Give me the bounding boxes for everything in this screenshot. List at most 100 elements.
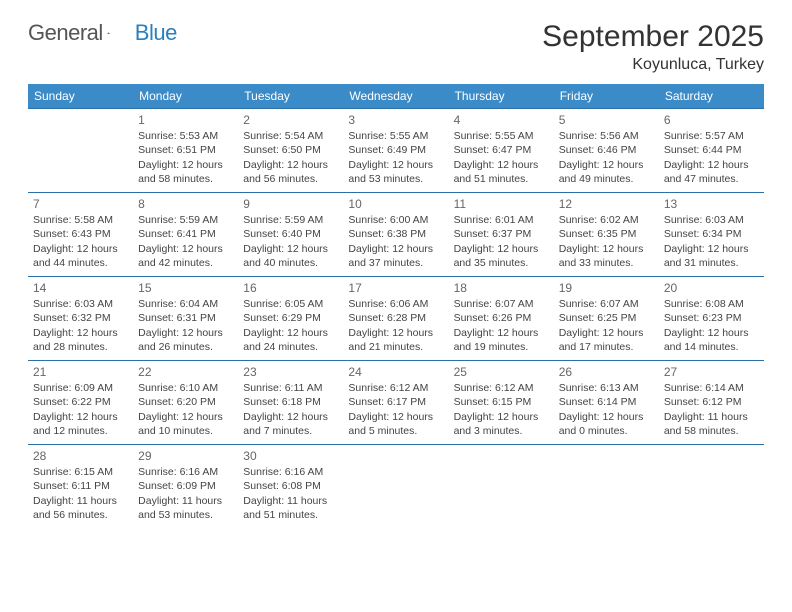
sunset-text: Sunset: 6:22 PM (33, 395, 128, 409)
calendar-cell: 10Sunrise: 6:00 AMSunset: 6:38 PMDayligh… (343, 193, 448, 277)
sunrise-text: Sunrise: 6:10 AM (138, 381, 233, 395)
sunrise-text: Sunrise: 6:13 AM (559, 381, 654, 395)
sunset-text: Sunset: 6:44 PM (664, 143, 759, 157)
calendar-week-row: 1Sunrise: 5:53 AMSunset: 6:51 PMDaylight… (28, 109, 764, 193)
daylight-text: Daylight: 12 hours and 53 minutes. (348, 158, 443, 186)
sunrise-text: Sunrise: 6:00 AM (348, 213, 443, 227)
calendar-cell: 3Sunrise: 5:55 AMSunset: 6:49 PMDaylight… (343, 109, 448, 193)
sunrise-text: Sunrise: 6:09 AM (33, 381, 128, 395)
daylight-text: Daylight: 12 hours and 51 minutes. (454, 158, 549, 186)
day-number: 25 (454, 364, 549, 380)
calendar-cell: 24Sunrise: 6:12 AMSunset: 6:17 PMDayligh… (343, 361, 448, 445)
calendar-cell: 2Sunrise: 5:54 AMSunset: 6:50 PMDaylight… (238, 109, 343, 193)
sunrise-text: Sunrise: 6:12 AM (454, 381, 549, 395)
sunset-text: Sunset: 6:23 PM (664, 311, 759, 325)
calendar-header-row: Sunday Monday Tuesday Wednesday Thursday… (28, 84, 764, 109)
day-number: 10 (348, 196, 443, 212)
daylight-text: Daylight: 12 hours and 35 minutes. (454, 242, 549, 270)
sunset-text: Sunset: 6:35 PM (559, 227, 654, 241)
day-number: 14 (33, 280, 128, 296)
calendar-cell: 7Sunrise: 5:58 AMSunset: 6:43 PMDaylight… (28, 193, 133, 277)
calendar-cell: 18Sunrise: 6:07 AMSunset: 6:26 PMDayligh… (449, 277, 554, 361)
calendar-cell: 6Sunrise: 5:57 AMSunset: 6:44 PMDaylight… (659, 109, 764, 193)
sunset-text: Sunset: 6:18 PM (243, 395, 338, 409)
daylight-text: Daylight: 11 hours and 58 minutes. (664, 410, 759, 438)
sunrise-text: Sunrise: 6:05 AM (243, 297, 338, 311)
daylight-text: Daylight: 12 hours and 10 minutes. (138, 410, 233, 438)
day-number: 24 (348, 364, 443, 380)
daylight-text: Daylight: 11 hours and 51 minutes. (243, 494, 338, 522)
calendar-cell: 25Sunrise: 6:12 AMSunset: 6:15 PMDayligh… (449, 361, 554, 445)
sunrise-text: Sunrise: 5:55 AM (454, 129, 549, 143)
calendar-week-row: 28Sunrise: 6:15 AMSunset: 6:11 PMDayligh… (28, 445, 764, 529)
day-header: Thursday (449, 84, 554, 109)
daylight-text: Daylight: 12 hours and 19 minutes. (454, 326, 549, 354)
daylight-text: Daylight: 12 hours and 37 minutes. (348, 242, 443, 270)
daylight-text: Daylight: 12 hours and 14 minutes. (664, 326, 759, 354)
sunrise-text: Sunrise: 6:01 AM (454, 213, 549, 227)
sunset-text: Sunset: 6:32 PM (33, 311, 128, 325)
sunset-text: Sunset: 6:12 PM (664, 395, 759, 409)
day-number: 19 (559, 280, 654, 296)
day-number: 9 (243, 196, 338, 212)
sunset-text: Sunset: 6:31 PM (138, 311, 233, 325)
brand-name-2: Blue (135, 20, 177, 46)
sunrise-text: Sunrise: 5:57 AM (664, 129, 759, 143)
sunset-text: Sunset: 6:14 PM (559, 395, 654, 409)
day-number: 5 (559, 112, 654, 128)
calendar-cell: 21Sunrise: 6:09 AMSunset: 6:22 PMDayligh… (28, 361, 133, 445)
sunrise-text: Sunrise: 6:16 AM (243, 465, 338, 479)
sunrise-text: Sunrise: 6:14 AM (664, 381, 759, 395)
calendar-week-row: 21Sunrise: 6:09 AMSunset: 6:22 PM Dayligh… (28, 361, 764, 445)
calendar-cell: 15Sunrise: 6:04 AMSunset: 6:31 PMDayligh… (133, 277, 238, 361)
day-header: Tuesday (238, 84, 343, 109)
day-number: 11 (454, 196, 549, 212)
daylight-text: Daylight: 11 hours and 56 minutes. (33, 494, 128, 522)
daylight-text: Daylight: 12 hours and 47 minutes. (664, 158, 759, 186)
calendar-cell: 22Sunrise: 6:10 AMSunset: 6:20 PMDayligh… (133, 361, 238, 445)
sunrise-text: Sunrise: 5:55 AM (348, 129, 443, 143)
calendar-table: Sunday Monday Tuesday Wednesday Thursday… (28, 84, 764, 529)
calendar-cell: 27Sunrise: 6:14 AMSunset: 6:12 PMDayligh… (659, 361, 764, 445)
sunset-text: Sunset: 6:38 PM (348, 227, 443, 241)
day-number: 3 (348, 112, 443, 128)
calendar-cell: 30Sunrise: 6:16 AMSunset: 6:08 PMDayligh… (238, 445, 343, 529)
daylight-text: Daylight: 12 hours and 44 minutes. (33, 242, 128, 270)
daylight-text: Daylight: 12 hours and 0 minutes. (559, 410, 654, 438)
page-header: General Blue September 2025 Koyunluca, T… (28, 20, 764, 74)
day-header: Friday (554, 84, 659, 109)
day-number: 12 (559, 196, 654, 212)
brand-triangle-icon (107, 25, 110, 41)
location-label: Koyunluca, Turkey (542, 56, 764, 74)
sunset-text: Sunset: 6:47 PM (454, 143, 549, 157)
sunset-text: Sunset: 6:43 PM (33, 227, 128, 241)
calendar-cell (554, 445, 659, 529)
sunset-text: Sunset: 6:40 PM (243, 227, 338, 241)
calendar-cell: 13Sunrise: 6:03 AMSunset: 6:34 PMDayligh… (659, 193, 764, 277)
calendar-cell (28, 109, 133, 193)
daylight-text: Daylight: 12 hours and 5 minutes. (348, 410, 443, 438)
daylight-text: Daylight: 12 hours and 17 minutes. (559, 326, 654, 354)
calendar-week-row: 7Sunrise: 5:58 AMSunset: 6:43 PMDaylight… (28, 193, 764, 277)
calendar-cell: 12Sunrise: 6:02 AMSunset: 6:35 PMDayligh… (554, 193, 659, 277)
sunset-text: Sunset: 6:28 PM (348, 311, 443, 325)
day-number: 15 (138, 280, 233, 296)
day-number: 30 (243, 448, 338, 464)
day-number: 17 (348, 280, 443, 296)
sunset-text: Sunset: 6:37 PM (454, 227, 549, 241)
day-number: 21 (33, 364, 128, 380)
sunset-text: Sunset: 6:34 PM (664, 227, 759, 241)
calendar-cell: 9Sunrise: 5:59 AMSunset: 6:40 PMDaylight… (238, 193, 343, 277)
sunset-text: Sunset: 6:20 PM (138, 395, 233, 409)
calendar-cell (449, 445, 554, 529)
sunset-text: Sunset: 6:46 PM (559, 143, 654, 157)
day-number: 8 (138, 196, 233, 212)
calendar-cell: 14Sunrise: 6:03 AMSunset: 6:32 PMDayligh… (28, 277, 133, 361)
sunrise-text: Sunrise: 5:53 AM (138, 129, 233, 143)
month-title: September 2025 (542, 20, 764, 54)
calendar-cell (659, 445, 764, 529)
sunrise-text: Sunrise: 5:59 AM (243, 213, 338, 227)
calendar-cell: 29Sunrise: 6:16 AMSunset: 6:09 PMDayligh… (133, 445, 238, 529)
day-number: 6 (664, 112, 759, 128)
daylight-text: Daylight: 12 hours and 40 minutes. (243, 242, 338, 270)
